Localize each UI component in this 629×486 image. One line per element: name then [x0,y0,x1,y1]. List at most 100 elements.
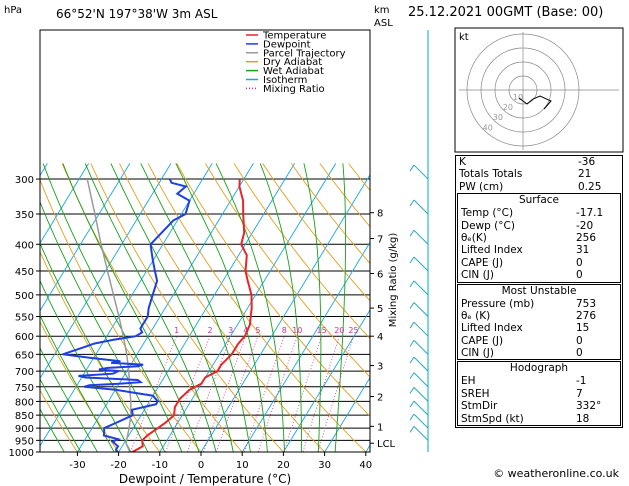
wet-adiabat-line [40,279,132,452]
wind-barb [409,356,415,364]
mixing-ratio-line [165,336,211,452]
wet-adiabat-line [334,163,347,452]
pressure-tick-label: 500 [15,291,34,302]
index-value: -1 [576,375,587,388]
wind-barb [413,426,429,441]
dry-adiabat-line [290,163,370,265]
legend-entry: Parcel Trajectory [263,48,346,59]
isotherm-line [118,163,295,452]
location-label: 66°52'N 197°38'W 3m ASL [56,7,218,21]
index-row: Lifted Index 15 [458,322,620,334]
legend-entry: Dry Adiabat [263,57,322,68]
index-value: 0 [576,256,583,269]
dry-adiabat-line [147,163,367,452]
dry-adiabat-line [40,389,78,452]
pressure-tick-label: 850 [15,411,34,422]
surface-section: Surface Temp (°C) -17.1 Dewp (°C) -20 θₑ(K) 2… [457,193,621,283]
parcel-trajectory-series [86,178,132,452]
index-label: CAPE (J) [461,256,504,269]
hodograph-ring [480,47,566,133]
height-tick-label: LCL [377,439,396,450]
index-label: StmSpd (kt) [461,412,524,425]
mixing-ratio-label: 5 [255,326,260,335]
pressure-tick-label: 450 [15,267,34,278]
wet-adiabat-line [303,163,322,452]
wind-barb [409,426,415,433]
wind-barb [413,387,429,402]
wind-barb [409,387,415,394]
index-value: 0.25 [578,180,602,193]
index-row: StmDir 332° [458,400,620,412]
isotherm-line [241,241,370,452]
hodograph-ring [466,33,580,147]
index-value: 276 [576,309,597,322]
index-label: Dewp (°C) [461,219,515,232]
most-unstable-section: Most Unstable Pressure (mb) 753 θₑ (K) 276 L… [457,283,621,361]
hodograph-unit-label: kt [459,32,469,43]
hodograph-ring [494,61,552,119]
temperature-tick-label: -20 [110,460,126,471]
mixing-ratio-label: 2 [207,326,212,335]
wet-adiabat-line [175,163,268,452]
wet-adiabat-line [84,163,217,452]
index-value: 256 [576,231,597,244]
wind-barb [409,372,415,380]
mixing-ratio-line [203,336,247,452]
index-value: 0 [576,347,583,360]
index-row: CIN (J) 0 [458,347,620,359]
wind-profile [409,30,429,452]
height-tick-label: 2 [377,393,383,404]
index-label: θₑ (K) [461,309,491,322]
index-label: Lifted Index [461,322,523,335]
index-value: 31 [576,244,590,257]
dry-adiabat-line [0,163,1,463]
copyright-footer: © weatheronline.co.uk [493,467,619,480]
isotherm-line [40,163,131,312]
height-tick-label: 6 [377,269,383,280]
index-row: CAPE (J) 0 [458,335,620,347]
isotherm-line [200,174,370,452]
index-row: Temp (°C) -17.1 [458,207,620,219]
pressure-tick-label: 950 [15,436,34,447]
wind-barb [413,321,429,337]
dry-adiabat-line [233,163,370,340]
wind-barb [409,302,415,309]
wet-adiabat-line [42,163,183,452]
dry-adiabat-line [176,163,370,417]
index-label: CAPE (J) [461,334,504,347]
index-row: PW (cm) 0.25 [456,181,622,193]
index-label: θₑ(K) [461,231,487,244]
legend-entry: Wet Adiabat [263,66,324,77]
index-row: Lifted Index 31 [458,244,620,256]
mixing-ratio-label: 25 [348,326,358,335]
temperature-tick-label: 20 [277,460,290,471]
height-tick-label: 3 [377,362,383,373]
wind-barb [409,280,415,288]
index-label: EH [461,375,476,388]
wet-adiabat-line [40,378,82,452]
wind-barb [409,229,415,237]
dewpoint-series [62,178,191,452]
height-tick-label: 1 [377,422,383,433]
temperature-tick-label: 0 [198,460,204,471]
index-value: 0 [576,269,583,282]
pressure-tick-label: 800 [15,397,34,408]
pressure-tick-label: 750 [15,383,34,394]
index-value: 332° [576,400,602,413]
legend-entry: Dewpoint [263,39,311,50]
pressure-tick-label: 300 [15,175,34,186]
isotherm-line [40,163,172,380]
wind-barb [413,339,429,355]
wind-barb [413,413,429,429]
pressure-tick-label: 900 [15,424,34,435]
index-row: θₑ (K) 276 [458,310,620,322]
index-value: 18 [576,412,590,425]
height-tick-label: 8 [377,209,383,220]
height-unit-label-asl: ASL [374,18,393,29]
index-value: -36 [578,156,596,168]
mixing-ratio-line [187,336,232,452]
mixing-ratio-label: 4 [243,326,248,335]
dry-adiabat-line [262,163,370,302]
mixing-ratio-label: 8 [282,326,287,335]
temperature-tick-label: 10 [236,460,249,471]
